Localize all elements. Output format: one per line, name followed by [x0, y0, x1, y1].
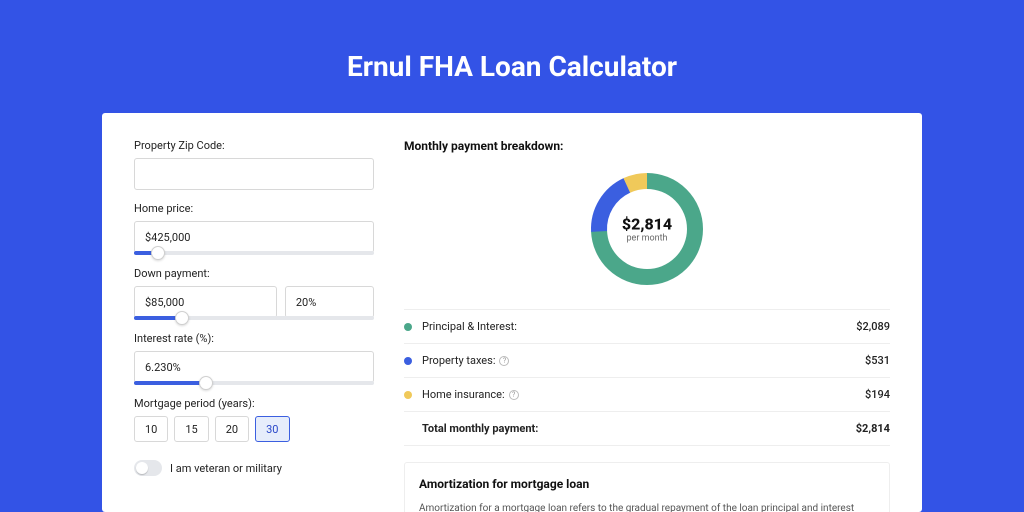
form-column: Property Zip Code: Home price: Down paym…: [134, 139, 374, 512]
donut-chart-wrap: $2,814 per month: [404, 169, 890, 289]
calculator-card: Property Zip Code: Home price: Down paym…: [102, 113, 922, 512]
info-icon[interactable]: ?: [509, 390, 519, 400]
legend-total-label: Total monthly payment:: [422, 422, 856, 435]
interest-rate-slider-thumb[interactable]: [199, 376, 213, 390]
veteran-toggle-label: I am veteran or military: [170, 462, 282, 475]
down-payment-field-group: Down payment:: [134, 267, 374, 320]
mortgage-period-button-10[interactable]: 10: [134, 416, 168, 442]
amortization-title: Amortization for mortgage loan: [419, 477, 875, 491]
legend-label: Principal & Interest:: [422, 320, 856, 333]
home-price-slider[interactable]: [134, 251, 374, 255]
legend-row: Principal & Interest: $2,089: [404, 310, 890, 344]
mortgage-period-field-group: Mortgage period (years): 1015 2030: [134, 397, 374, 442]
info-icon[interactable]: ?: [499, 356, 509, 366]
legend-row: Property taxes:?$531: [404, 344, 890, 378]
home-price-slider-thumb[interactable]: [151, 246, 165, 260]
zip-input[interactable]: [134, 158, 374, 190]
legend-total-row: Total monthly payment:$2,814: [404, 412, 890, 446]
page-background: Ernul FHA Loan Calculator Property Zip C…: [0, 0, 1024, 512]
home-price-input[interactable]: [134, 221, 374, 253]
breakdown-column: Monthly payment breakdown: $2,814 per mo…: [404, 139, 890, 512]
mortgage-period-button-20[interactable]: 20: [215, 416, 249, 442]
interest-rate-slider-fill: [134, 381, 206, 385]
veteran-toggle[interactable]: [134, 460, 162, 476]
legend-row: Home insurance:?$194: [404, 378, 890, 412]
down-payment-slider[interactable]: [134, 316, 374, 320]
zip-label: Property Zip Code:: [134, 139, 374, 152]
interest-rate-input[interactable]: [134, 351, 374, 383]
zip-field-group: Property Zip Code:: [134, 139, 374, 190]
legend-dot: [404, 391, 412, 399]
donut-center: $2,814 per month: [622, 215, 672, 244]
down-payment-percent-input[interactable]: [285, 286, 374, 318]
breakdown-legend: Principal & Interest: $2,089 Property taxe…: [404, 309, 890, 446]
mortgage-period-button-30[interactable]: 30: [255, 416, 289, 442]
down-payment-amount-input[interactable]: [134, 286, 277, 318]
veteran-toggle-knob: [136, 462, 148, 474]
legend-label-text: Property taxes:: [422, 354, 495, 367]
legend-total-value: $2,814: [856, 422, 890, 435]
home-price-label: Home price:: [134, 202, 374, 215]
legend-dot: [404, 323, 412, 331]
mortgage-period-buttons: 1015 2030: [134, 416, 374, 442]
interest-rate-field-group: Interest rate (%):: [134, 332, 374, 385]
legend-value: $194: [865, 388, 890, 401]
donut-center-value: $2,814: [622, 215, 672, 234]
down-payment-slider-thumb[interactable]: [175, 311, 189, 325]
legend-label-text: Principal & Interest:: [422, 320, 517, 333]
interest-rate-label: Interest rate (%):: [134, 332, 374, 345]
mortgage-period-label: Mortgage period (years):: [134, 397, 374, 410]
interest-rate-slider[interactable]: [134, 381, 374, 385]
legend-value: $531: [865, 354, 890, 367]
legend-label: Property taxes:?: [422, 354, 865, 367]
breakdown-title: Monthly payment breakdown:: [404, 139, 890, 153]
legend-label-text: Home insurance:: [422, 388, 505, 401]
legend-label: Home insurance:?: [422, 388, 865, 401]
veteran-toggle-row: I am veteran or military: [134, 460, 374, 476]
legend-dot: [404, 357, 412, 365]
mortgage-period-button-15[interactable]: 15: [174, 416, 208, 442]
donut-chart: $2,814 per month: [587, 169, 707, 289]
down-payment-label: Down payment:: [134, 267, 374, 280]
donut-center-sub: per month: [622, 234, 672, 244]
legend-value: $2,089: [856, 320, 890, 333]
amortization-text: Amortization for a mortgage loan refers …: [419, 501, 875, 512]
amortization-section: Amortization for mortgage loan Amortizat…: [404, 462, 890, 512]
page-title: Ernul FHA Loan Calculator: [347, 50, 677, 83]
home-price-field-group: Home price:: [134, 202, 374, 255]
